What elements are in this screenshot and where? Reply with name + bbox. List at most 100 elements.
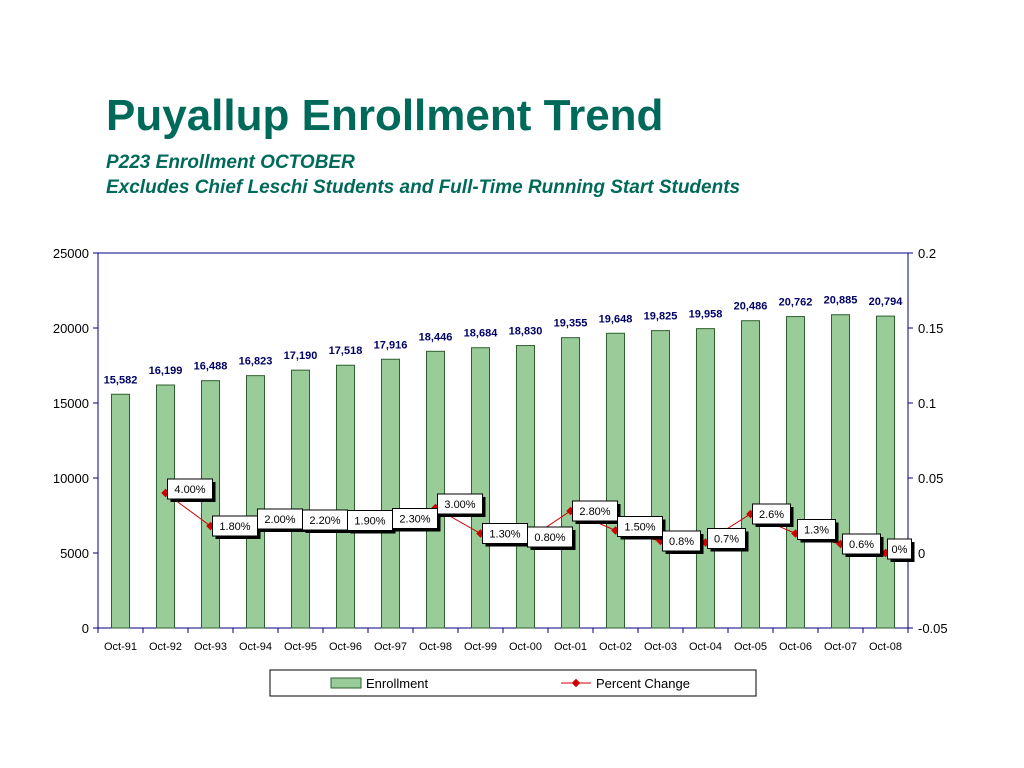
y-left-tick-label: 15000 <box>53 396 89 411</box>
enrollment-bar <box>246 375 265 629</box>
enrollment-bar <box>156 384 175 629</box>
percent-change-label: 1.90% <box>354 516 385 528</box>
percent-label-box <box>797 519 836 540</box>
y-left-tick-label: 20000 <box>53 321 89 336</box>
percent-change-label: 2.00% <box>264 514 295 526</box>
y-right-tick-label: 0.15 <box>918 321 943 336</box>
chart-subtitle-exclusions: Excludes Chief Leschi Students and Full-… <box>106 177 741 198</box>
x-tick-label: Oct-03 <box>644 641 677 653</box>
percent-change-label: 2.6% <box>759 509 784 521</box>
chart-title: Puyallup Enrollment Trend <box>106 91 664 140</box>
enrollment-value-label: 15,582 <box>104 374 138 386</box>
enrollment-bar <box>516 345 535 629</box>
percent-label-box <box>437 493 483 515</box>
enrollment-value-label: 19,648 <box>599 313 633 325</box>
x-tick-label: Oct-07 <box>824 641 857 653</box>
percent-label-box <box>572 500 618 522</box>
percent-label-box <box>392 508 438 529</box>
enrollment-value-label: 19,958 <box>689 309 723 321</box>
x-tick-label: Oct-08 <box>869 641 902 653</box>
enrollment-value-label: 16,823 <box>239 356 273 368</box>
enrollment-bar <box>606 332 625 629</box>
legend-percent-label: Percent Change <box>596 676 690 691</box>
enrollment-bar <box>651 330 670 629</box>
enrollment-bar <box>741 320 760 629</box>
enrollment-value-label: 18,446 <box>419 331 453 343</box>
percent-change-label: 0.80% <box>534 532 565 544</box>
enrollment-bar <box>561 337 580 629</box>
y-left-tick-label: 25000 <box>53 246 89 261</box>
x-tick-label: Oct-97 <box>374 641 407 653</box>
x-tick-label: Oct-93 <box>194 641 227 653</box>
enrollment-value-label: 20,486 <box>734 301 768 313</box>
enrollment-bar <box>381 358 400 629</box>
enrollment-value-label: 20,762 <box>779 297 813 309</box>
enrollment-bar <box>786 316 805 629</box>
percent-label-box <box>842 533 881 555</box>
percent-change-label: 0.8% <box>669 536 694 548</box>
x-tick-label: Oct-92 <box>149 641 182 653</box>
x-tick-label: Oct-91 <box>104 641 137 653</box>
enrollment-bar <box>471 347 490 629</box>
percent-change-label: 1.50% <box>624 522 655 534</box>
x-tick-label: Oct-04 <box>689 641 722 653</box>
enrollment-value-label: 20,885 <box>824 295 858 307</box>
y-right-tick-label: 0.05 <box>918 471 943 486</box>
enrollment-bar <box>426 350 445 629</box>
x-tick-label: Oct-05 <box>734 641 767 653</box>
percent-change-label: 1.30% <box>489 529 520 541</box>
y-right-tick-label: 0.1 <box>918 396 936 411</box>
x-tick-label: Oct-06 <box>779 641 812 653</box>
enrollment-bar <box>696 328 715 629</box>
percent-label-box <box>527 526 573 548</box>
percent-change-label: 1.3% <box>804 525 829 537</box>
y-left-tick-label: 5000 <box>60 546 89 561</box>
percent-label-box <box>887 538 912 560</box>
percent-change-label: 0% <box>892 544 908 556</box>
x-tick-label: Oct-95 <box>284 641 317 653</box>
legend-enrollment-label: Enrollment <box>366 676 429 691</box>
enrollment-bar <box>291 369 310 629</box>
percent-change-label: 2.20% <box>309 515 340 527</box>
x-tick-label: Oct-98 <box>419 641 452 653</box>
percent-label-box <box>617 516 663 537</box>
x-tick-label: Oct-02 <box>599 641 632 653</box>
y-right-tick-label: 0 <box>918 546 925 561</box>
enrollment-value-label: 19,355 <box>554 318 588 330</box>
x-tick-label: Oct-99 <box>464 641 497 653</box>
percent-label-box <box>167 478 213 500</box>
y-right-tick-label: -0.05 <box>918 621 948 636</box>
enrollment-value-label: 17,916 <box>374 339 408 351</box>
enrollment-value-label: 17,518 <box>329 345 363 357</box>
enrollment-value-label: 19,825 <box>644 311 678 323</box>
percent-change-label: 0.7% <box>714 534 739 546</box>
chart-subtitle-enrollment: P223 Enrollment OCTOBER <box>106 152 355 173</box>
percent-change-label: 4.00% <box>174 484 205 496</box>
enrollment-value-label: 18,684 <box>464 328 499 340</box>
enrollment-bar <box>876 315 895 629</box>
enrollment-value-label: 16,199 <box>149 365 183 377</box>
enrollment-bar <box>336 364 355 629</box>
percent-change-label: 3.00% <box>444 499 475 511</box>
percent-label-box <box>707 528 746 549</box>
y-right-tick-label: 0.2 <box>918 246 936 261</box>
percent-change-label: 0.6% <box>849 539 874 551</box>
x-tick-label: Oct-94 <box>239 641 272 653</box>
enrollment-value-label: 17,190 <box>284 350 318 362</box>
y-left-tick-label: 10000 <box>53 471 89 486</box>
x-tick-label: Oct-01 <box>554 641 587 653</box>
enrollment-value-label: 16,488 <box>194 361 228 373</box>
percent-change-label: 2.30% <box>399 514 430 526</box>
enrollment-bar <box>201 380 220 629</box>
percent-change-label: 2.80% <box>579 506 610 518</box>
percent-label-box <box>752 503 791 525</box>
percent-change-label: 1.80% <box>219 521 250 533</box>
enrollment-bar <box>111 393 130 629</box>
percent-label-box <box>662 530 701 552</box>
legend-percent-marker <box>571 678 581 688</box>
legend-enrollment-swatch <box>330 677 362 689</box>
x-tick-label: Oct-00 <box>509 641 542 653</box>
enrollment-value-label: 20,794 <box>869 296 904 308</box>
x-tick-label: Oct-96 <box>329 641 362 653</box>
